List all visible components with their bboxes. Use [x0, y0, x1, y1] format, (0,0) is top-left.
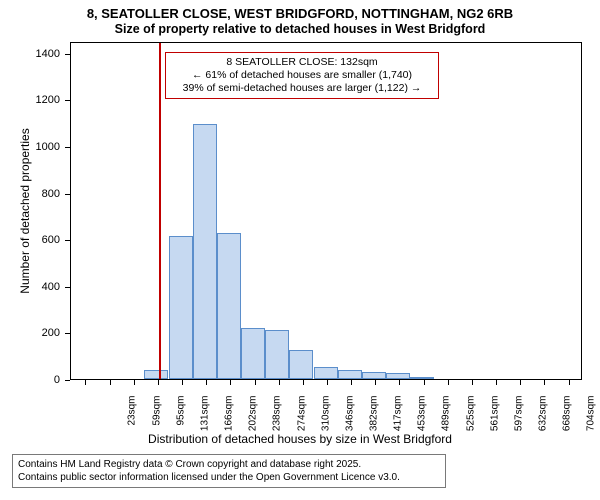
- xtick-mark: [448, 380, 449, 385]
- annotation-line-3: 39% of semi-detached houses are larger (…: [170, 82, 434, 95]
- xtick-label: 346sqm: [345, 396, 356, 446]
- title-subtitle: Size of property relative to detached ho…: [0, 22, 600, 36]
- ytick-mark: [65, 240, 70, 241]
- xtick-mark: [399, 380, 400, 385]
- xtick-mark: [230, 380, 231, 385]
- ytick-mark: [65, 54, 70, 55]
- histogram-bar: [193, 124, 217, 379]
- xtick-mark: [85, 380, 86, 385]
- xtick-mark: [110, 380, 111, 385]
- ytick-label: 800: [0, 188, 60, 200]
- ytick-mark: [65, 380, 70, 381]
- y-axis-label: Number of detached properties: [18, 128, 32, 293]
- xtick-mark: [206, 380, 207, 385]
- xtick-mark: [351, 380, 352, 385]
- ytick-label: 600: [0, 234, 60, 246]
- xtick-label: 525sqm: [465, 396, 476, 446]
- xtick-label: 704sqm: [586, 396, 597, 446]
- xtick-mark: [158, 380, 159, 385]
- ytick-label: 1400: [0, 48, 60, 60]
- xtick-mark: [327, 380, 328, 385]
- xtick-label: 274sqm: [296, 396, 307, 446]
- histogram-bar: [217, 233, 241, 379]
- histogram-bar: [338, 370, 362, 379]
- xtick-label: 310sqm: [320, 396, 331, 446]
- annotation-line-2: ← 61% of detached houses are smaller (1,…: [170, 69, 434, 82]
- xtick-mark: [520, 380, 521, 385]
- xtick-mark: [303, 380, 304, 385]
- xtick-mark: [496, 380, 497, 385]
- footer-line-1: Contains HM Land Registry data © Crown c…: [18, 458, 440, 471]
- ytick-label: 1200: [0, 94, 60, 106]
- xtick-mark: [472, 380, 473, 385]
- xtick-mark: [279, 380, 280, 385]
- xtick-label: 166sqm: [223, 396, 234, 446]
- xtick-mark: [569, 380, 570, 385]
- ytick-mark: [65, 194, 70, 195]
- chart-container: 8, SEATOLLER CLOSE, WEST BRIDGFORD, NOTT…: [0, 0, 600, 500]
- annotation-line-1: 8 SEATOLLER CLOSE: 132sqm: [170, 56, 434, 69]
- histogram-bar: [410, 377, 434, 379]
- xtick-label: 632sqm: [537, 396, 548, 446]
- xtick-label: 95sqm: [176, 396, 187, 446]
- xtick-label: 23sqm: [127, 396, 138, 446]
- ytick-mark: [65, 100, 70, 101]
- property-marker-line: [159, 43, 161, 379]
- xtick-label: 561sqm: [489, 396, 500, 446]
- ytick-label: 1000: [0, 141, 60, 153]
- xtick-mark: [544, 380, 545, 385]
- histogram-bar: [289, 350, 313, 379]
- histogram-bar: [362, 372, 386, 379]
- xtick-label: 382sqm: [369, 396, 380, 446]
- ytick-mark: [65, 287, 70, 288]
- histogram-bar: [169, 236, 193, 379]
- footer-line-2: Contains public sector information licen…: [18, 471, 440, 484]
- xtick-label: 202sqm: [248, 396, 259, 446]
- footer-attribution: Contains HM Land Registry data © Crown c…: [12, 454, 446, 488]
- xtick-label: 668sqm: [562, 396, 573, 446]
- xtick-mark: [134, 380, 135, 385]
- histogram-bar: [144, 370, 168, 379]
- xtick-label: 238sqm: [272, 396, 283, 446]
- xtick-label: 597sqm: [514, 396, 525, 446]
- annotation-box: 8 SEATOLLER CLOSE: 132sqm ← 61% of detac…: [165, 52, 439, 99]
- ytick-mark: [65, 147, 70, 148]
- histogram-bar: [265, 330, 289, 379]
- xtick-label: 59sqm: [151, 396, 162, 446]
- xtick-label: 417sqm: [392, 396, 403, 446]
- xtick-mark: [255, 380, 256, 385]
- xtick-label: 489sqm: [441, 396, 452, 446]
- ytick-label: 400: [0, 281, 60, 293]
- ytick-label: 200: [0, 327, 60, 339]
- xtick-label: 453sqm: [417, 396, 428, 446]
- histogram-bar: [386, 373, 410, 379]
- xtick-label: 131sqm: [200, 396, 211, 446]
- ytick-label: 0: [0, 374, 60, 386]
- title-address: 8, SEATOLLER CLOSE, WEST BRIDGFORD, NOTT…: [0, 6, 600, 21]
- xtick-mark: [182, 380, 183, 385]
- histogram-bar: [241, 328, 265, 379]
- histogram-bar: [314, 367, 338, 379]
- ytick-mark: [65, 333, 70, 334]
- xtick-mark: [424, 380, 425, 385]
- xtick-mark: [375, 380, 376, 385]
